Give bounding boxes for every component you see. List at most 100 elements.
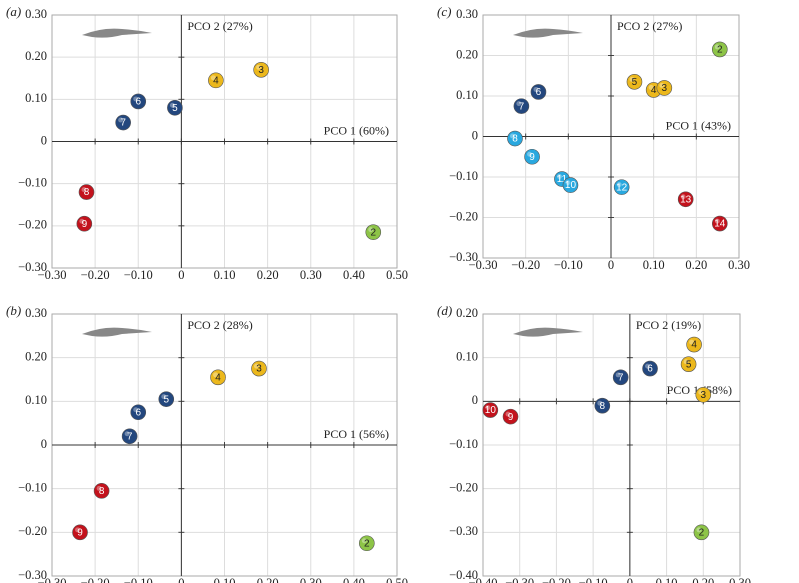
point [115,114,131,131]
x-tick-label: 0.30 [728,258,750,272]
point-label: 14 [714,219,726,230]
y-axis-label: PCO 2 (28%) [187,318,252,332]
point-highlight [629,76,635,82]
y-tick-label: 0.10 [456,350,478,364]
point [93,483,110,499]
point-highlight [527,151,533,157]
point-label: 8 [84,187,90,198]
point [365,224,382,240]
point-label: 9 [529,152,535,163]
x-tick-label: 0 [608,258,614,272]
point-label: 8 [512,134,518,145]
x-tick-label: −0.40 [469,576,498,583]
point [530,84,547,100]
x-tick-label: 0.10 [643,258,665,272]
point-label: 5 [172,103,178,114]
point-label: 5 [164,394,170,405]
point [693,524,710,541]
point-label: 6 [135,97,141,108]
y-tick-label: −0.20 [449,481,478,495]
point [507,130,523,147]
point-highlight [79,218,85,224]
point-label: 6 [135,407,141,418]
point-label: 6 [647,364,653,375]
x-tick-label: 0.10 [656,576,678,583]
point-label: 3 [256,364,262,375]
point-highlight [75,527,81,533]
y-tick-label: 0 [472,128,478,142]
point [210,369,226,386]
y-tick-label: −0.10 [449,169,478,183]
point [121,428,138,445]
x-tick-label: 0.40 [343,576,365,583]
point [502,408,519,425]
point-label: 4 [213,75,219,86]
point [359,535,375,552]
point-highlight [505,411,511,417]
point-label: 3 [258,65,264,76]
panel: −0.40 −0.30 −0.20 −0.10 0 0.10 0.20 0.30 −0.40 −0… [437,303,751,583]
point-highlight [698,389,704,395]
point-label: 10 [565,180,577,191]
point-label: 7 [618,372,624,383]
point-label: 6 [536,87,542,98]
point [680,356,697,373]
point-label: 2 [717,45,723,56]
point-highlight [648,84,654,90]
x-tick-label: −0.20 [542,576,571,583]
x-tick-label: −0.20 [81,576,110,583]
x-tick-label: 0 [178,268,184,282]
panel-label: (a) [6,4,21,19]
x-tick-label: 0.40 [343,268,365,282]
point [626,74,643,90]
point-highlight [516,101,522,107]
point-highlight [361,538,367,544]
y-tick-label: 0.20 [456,47,478,61]
point-highlight [254,363,259,369]
point-label: 9 [508,412,514,423]
point-label: 4 [691,340,697,351]
x-tick-label: 0 [627,576,633,583]
x-tick-label: −0.10 [579,576,608,583]
point-label: 8 [99,486,105,497]
y-tick-label: −0.10 [18,176,47,190]
y-tick-label: −0.10 [18,481,47,495]
point-highlight [213,372,219,378]
point-label: 2 [699,527,705,538]
y-axis-label: PCO 2 (27%) [617,19,682,33]
x-tick-label: 0.30 [300,576,322,583]
x-axis-label: PCO 1 (60%) [324,123,389,137]
x-tick-label: −0.20 [511,258,540,272]
x-tick-label: −0.10 [124,576,153,583]
point-highlight [696,527,702,533]
point-label: 9 [77,527,83,538]
x-tick-label: −0.10 [554,258,583,272]
point [711,41,728,58]
point-highlight [510,133,515,139]
y-tick-label: −0.30 [449,524,478,538]
point [78,184,95,200]
panel: −0.30 −0.20 −0.10 0 0.10 0.20 0.30 0.40 0.50 −0.3… [6,303,408,583]
point [130,404,147,421]
x-tick-label: 0.30 [300,268,322,282]
point-label: 8 [600,401,606,412]
y-tick-label: 0.30 [456,7,478,21]
silhouette [82,327,152,337]
point [72,524,88,541]
point-highlight [118,117,124,123]
x-tick-label: −0.20 [81,268,110,282]
point [76,215,93,232]
point-label: 4 [215,372,221,383]
point-highlight [368,227,374,233]
panel: −0.30 −0.20 −0.10 0 0.10 0.20 0.30 −0.30 −0.20 −0… [437,4,750,272]
point-highlight [645,363,651,369]
point-highlight [556,174,562,180]
point [677,191,694,208]
point-highlight [615,372,621,378]
plot-frame [482,313,741,577]
panel-label: (c) [437,4,451,19]
silhouette [82,28,152,38]
y-tick-label: 0.20 [25,49,47,63]
point-highlight [597,400,603,406]
